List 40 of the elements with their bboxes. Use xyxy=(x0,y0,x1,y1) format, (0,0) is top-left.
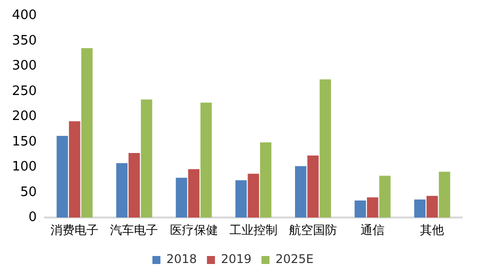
bar xyxy=(188,169,200,218)
bar xyxy=(260,142,272,218)
bar xyxy=(116,163,128,218)
bar xyxy=(81,48,93,218)
y-tick-label: 50 xyxy=(20,184,37,200)
y-tick-label: 350 xyxy=(12,33,37,48)
y-tick-label: 400 xyxy=(12,8,37,24)
x-tick-label: 医疗保健 xyxy=(170,222,218,237)
y-tick-label: 200 xyxy=(12,109,37,124)
bar xyxy=(200,102,212,218)
bar xyxy=(438,172,450,218)
y-tick-label: 0 xyxy=(28,210,37,225)
bar xyxy=(426,196,438,218)
bar xyxy=(248,174,260,218)
bar xyxy=(68,121,80,218)
bar xyxy=(414,199,426,218)
bar xyxy=(176,178,188,218)
x-tick-label: 消费电子 xyxy=(50,222,99,237)
y-tick-label: 300 xyxy=(12,58,37,74)
y-tick-label: 100 xyxy=(12,160,37,175)
x-tick-label: 汽车电子 xyxy=(110,222,158,237)
legend-label: 2018 xyxy=(166,252,197,266)
bar xyxy=(354,200,366,218)
bar xyxy=(366,197,378,218)
bar xyxy=(307,156,319,218)
bar xyxy=(295,166,306,218)
x-tick-label: 通信 xyxy=(360,222,385,237)
y-tick-label: 150 xyxy=(12,134,37,150)
x-tick-label: 其他 xyxy=(420,222,444,237)
x-tick-label: 工业控制 xyxy=(229,222,278,237)
legend-label: 2019 xyxy=(220,252,252,266)
bar xyxy=(56,136,68,218)
bar xyxy=(320,79,331,218)
bar xyxy=(140,100,152,218)
y-tick-label: 250 xyxy=(12,84,37,99)
bar xyxy=(128,153,140,218)
x-tick-label: 航空国防 xyxy=(289,222,338,237)
bar xyxy=(379,176,391,218)
bar xyxy=(235,180,247,218)
legend-label: 2025E xyxy=(275,252,314,266)
